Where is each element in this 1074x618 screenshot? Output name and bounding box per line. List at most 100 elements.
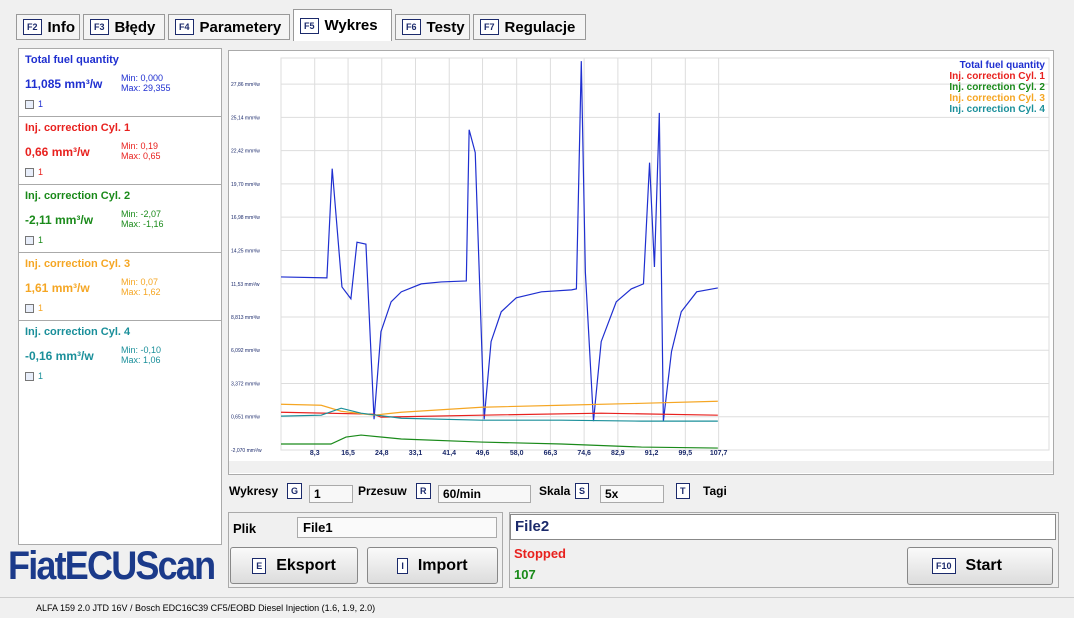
sensor-value: 0,66 mm³/w: [25, 145, 90, 159]
y-tick-label: 25,14 mm³/w: [231, 115, 260, 121]
checkbox[interactable]: 1: [25, 167, 43, 177]
checkbox-box: [25, 167, 34, 177]
label: Przesuw: [358, 484, 407, 498]
hotkey: F6: [402, 19, 421, 35]
sensor-value: -0,16 mm³/w: [25, 349, 94, 363]
tab[interactable]: F6 Testy: [395, 14, 470, 40]
sensor-value: -2,11 mm³/w: [25, 213, 94, 227]
y-tick-label: 19,70 mm³/w: [231, 182, 260, 188]
series-line: [280, 400, 718, 416]
tab[interactable]: F2 Info: [16, 14, 80, 40]
tab[interactable]: F7 Regulacje: [473, 14, 586, 40]
sensor-box: Inj. correction Cyl. 4 -0,16 mm³/w Min: -0…: [19, 321, 221, 389]
tab[interactable]: F4 Parametery: [168, 14, 290, 40]
button-label: Start: [965, 557, 1002, 574]
x-tick-label: 33,1: [409, 450, 423, 457]
sensor-min: Min: -2,07: [121, 209, 162, 219]
x-tick-label: 24,8: [375, 450, 389, 457]
x-tick-label: 74,6: [577, 450, 591, 457]
dropdown[interactable]: 1: [309, 485, 353, 503]
x-tick-label: 99,5: [679, 450, 693, 457]
tab-label: Parametery: [199, 18, 282, 36]
x-tick-label: 41,4: [442, 450, 456, 457]
y-tick-label: 11,53 mm³/w: [231, 282, 260, 288]
checkbox-box: [25, 303, 34, 313]
tab-label: Błędy: [114, 18, 156, 36]
checkbox-box: [25, 371, 34, 381]
sensor-max: Max: 1,06: [121, 355, 161, 365]
series-line: [281, 434, 718, 449]
hotkey: F3: [90, 19, 109, 35]
sensor-min: Min: 0,07: [121, 277, 159, 287]
sensor-name: Total fuel quantity: [25, 54, 119, 66]
hotkey: E: [252, 557, 267, 574]
start-button[interactable]: F10 Start: [907, 547, 1053, 585]
checkbox-label: 1: [38, 235, 44, 245]
hotkey: F5: [300, 17, 319, 34]
sensor-name: Inj. correction Cyl. 3: [25, 258, 131, 270]
sensor-value: 11,085 mm³/w: [25, 77, 103, 91]
sensor-max: Max: 1,62: [121, 287, 161, 297]
logo: FiatECUScan: [8, 544, 216, 588]
y-tick-label: 16,98 mm³/w: [231, 215, 260, 221]
sensor-value: 1,61 mm³/w: [25, 281, 90, 295]
x-tick-label: 16,5: [341, 450, 355, 457]
sensor-box: Total fuel quantity 11,085 mm³/w Min: 0,00…: [19, 49, 221, 117]
y-tick-label: 27,86 mm³/w: [231, 82, 260, 88]
hotkey: I: [397, 557, 408, 574]
sensor-min: Min: -0,10: [121, 345, 162, 355]
hotkey: R: [416, 483, 431, 499]
tab-label: Info: [47, 18, 76, 36]
hotkey: F7: [480, 19, 499, 35]
checkbox[interactable]: 1: [25, 99, 43, 109]
status: Stopped: [514, 546, 566, 561]
sensor-max: Max: 29,355: [121, 83, 171, 93]
button-label: Eksport: [276, 556, 336, 574]
y-tick-label: 22,42 mm³/w: [231, 149, 260, 155]
dropdown[interactable]: File1: [297, 517, 497, 538]
export-button[interactable]: E Eksport: [230, 547, 358, 584]
tab-label: Wykres: [324, 17, 378, 34]
tab-label: Regulacje: [504, 18, 576, 36]
sensor-name: Inj. correction Cyl. 2: [25, 190, 131, 202]
file-panel: Plik File1 E Eksport I Import: [228, 512, 503, 588]
tab-label: Testy: [426, 18, 465, 36]
tab[interactable]: F3 Błędy: [83, 14, 165, 40]
dropdown[interactable]: 60/min: [438, 485, 531, 503]
y-tick-label: 6,092 mm³/w: [231, 348, 260, 354]
chart-panel: 27,86 mm³/w 25,14 mm³/w 22,42 mm³/w 19,70 m…: [228, 50, 1054, 475]
sensor-list: Total fuel quantity 11,085 mm³/w Min: 0,00…: [18, 48, 222, 545]
plot-area: [280, 57, 1050, 451]
status-bar: ALFA 159 2.0 JTD 16V / Bosch EDC16C39 CF…: [0, 597, 1074, 618]
run-panel: File2 Stopped 107 F10 Start: [509, 512, 1059, 588]
checkbox-box: [25, 99, 34, 109]
checkbox[interactable]: 1: [25, 235, 43, 245]
tab[interactable]: F5 Wykres: [293, 9, 392, 41]
checkbox-label: 1: [38, 99, 44, 109]
x-tick-label: 49,6: [476, 450, 490, 457]
x-tick-label: 82,9: [611, 450, 625, 457]
hotkey: F4: [175, 19, 194, 35]
hotkey[interactable]: T: [676, 483, 690, 499]
file-name: File2: [510, 514, 1056, 540]
counter: 107: [514, 567, 536, 582]
sensor-name: Inj. correction Cyl. 1: [25, 122, 131, 134]
x-tick-label: 107,7: [710, 450, 728, 457]
sensor-min: Min: 0,19: [121, 141, 159, 151]
legend-entry: Inj. correction Cyl. 3: [949, 93, 1045, 104]
checkbox-box: [25, 235, 34, 245]
checkbox[interactable]: 1: [25, 371, 43, 381]
checkbox[interactable]: 1: [25, 303, 43, 313]
sensor-max: Max: 0,65: [121, 151, 161, 161]
sensor-max: Max: -1,16: [121, 219, 164, 229]
import-button[interactable]: I Import: [367, 547, 498, 584]
scrollbar[interactable]: [229, 461, 1053, 473]
sensor-name: Inj. correction Cyl. 4: [25, 326, 131, 338]
checkbox-label: 1: [38, 303, 44, 313]
dropdown[interactable]: 5x: [600, 485, 664, 503]
y-tick-label: 14,25 mm³/w: [231, 249, 260, 255]
label: Wykresy: [229, 484, 279, 498]
series-line: [280, 61, 718, 422]
x-tick-label: 8,3: [310, 450, 320, 457]
